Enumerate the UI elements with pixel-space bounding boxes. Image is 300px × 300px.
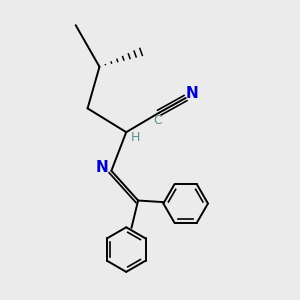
Text: C: C xyxy=(153,114,162,127)
Text: H: H xyxy=(130,131,140,144)
Text: N: N xyxy=(185,86,198,101)
Text: N: N xyxy=(95,160,108,175)
